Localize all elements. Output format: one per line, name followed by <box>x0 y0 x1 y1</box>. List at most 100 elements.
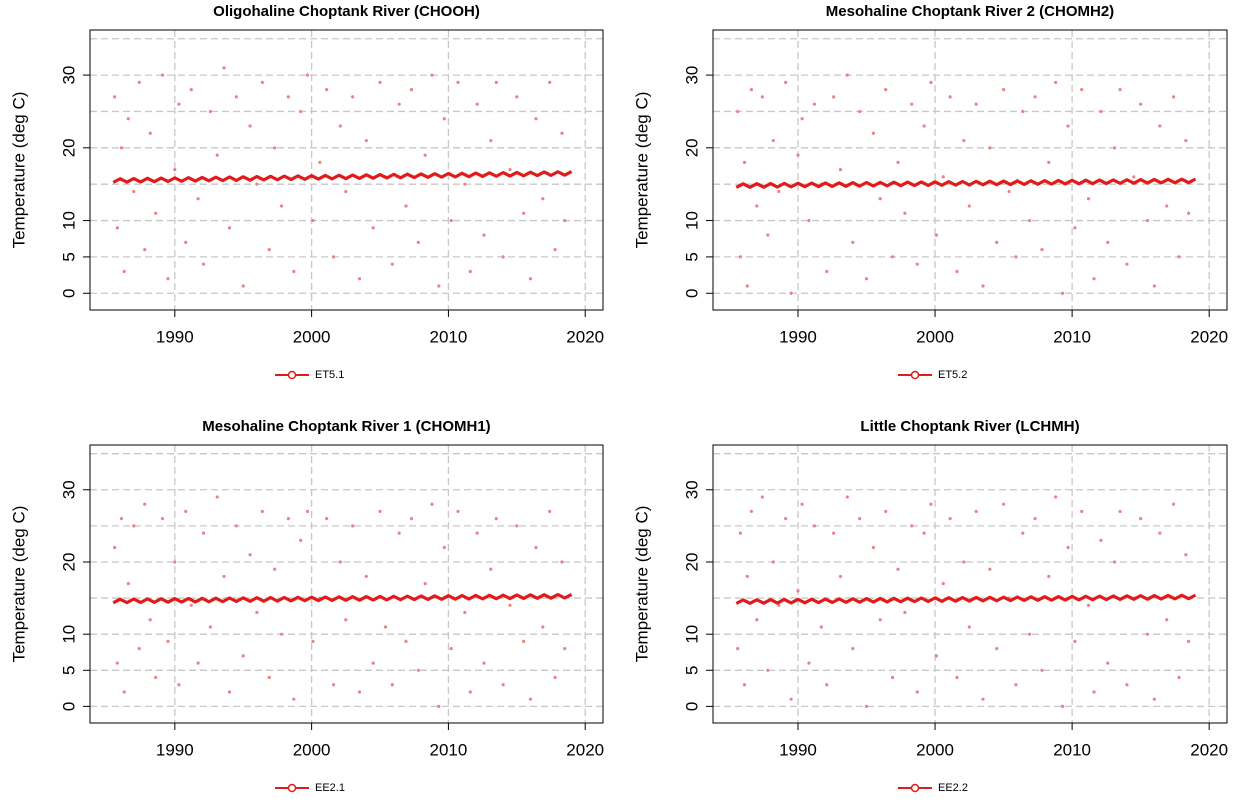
data-point <box>113 545 117 550</box>
y-tick-label: 30 <box>59 66 78 85</box>
data-point <box>1113 560 1117 564</box>
data-point <box>325 88 329 92</box>
data-point <box>292 697 296 701</box>
data-point <box>1060 704 1065 708</box>
data-point <box>404 204 408 208</box>
y-axis-label: Temperature (deg C) <box>632 92 651 249</box>
data-point <box>173 560 177 564</box>
data-point <box>371 226 375 230</box>
data-point <box>215 495 219 499</box>
data-point <box>929 502 933 506</box>
data-point <box>489 567 493 571</box>
data-point <box>189 88 193 92</box>
data-point <box>1086 603 1091 607</box>
data-point <box>845 495 849 499</box>
data-point <box>1132 175 1136 179</box>
data-point <box>871 545 875 550</box>
data-point <box>1047 160 1051 164</box>
data-point <box>1118 509 1122 514</box>
data-point <box>351 95 355 99</box>
data-point <box>132 189 136 194</box>
data-point <box>1066 545 1070 550</box>
y-tick-label: 30 <box>682 480 701 499</box>
data-point <box>745 574 749 579</box>
data-point <box>222 66 226 70</box>
data-point <box>934 233 939 237</box>
data-point <box>766 233 770 237</box>
data-point <box>955 675 959 680</box>
data-point <box>508 603 512 607</box>
y-tick-label: 20 <box>59 553 78 572</box>
y-tick-label: 0 <box>682 702 701 711</box>
data-point <box>397 531 401 535</box>
data-point <box>475 102 479 106</box>
data-point <box>1125 683 1129 687</box>
data-point <box>201 262 206 266</box>
data-point <box>749 88 753 92</box>
data-point <box>738 255 743 259</box>
y-tick-label: 5 <box>682 666 701 675</box>
data-point <box>771 560 775 564</box>
data-point <box>1187 639 1191 644</box>
data-point <box>825 683 829 687</box>
data-point <box>878 197 882 201</box>
data-point <box>995 240 999 244</box>
data-point <box>404 639 408 644</box>
data-point <box>851 647 855 651</box>
y-tick-label: 30 <box>59 480 78 499</box>
y-tick-label: 10 <box>59 625 78 644</box>
data-point <box>260 80 264 84</box>
data-point <box>160 517 165 521</box>
y-tick-label: 10 <box>682 625 701 644</box>
data-point <box>338 560 342 564</box>
data-point <box>416 668 420 672</box>
data-point <box>299 109 303 114</box>
data-point <box>390 683 394 687</box>
data-point <box>305 73 310 77</box>
data-point <box>397 102 401 106</box>
legend-marker <box>910 783 920 793</box>
data-point <box>1073 226 1077 230</box>
data-point <box>1033 517 1037 521</box>
data-point <box>267 248 271 252</box>
data-point <box>548 80 552 84</box>
data-point <box>501 255 505 259</box>
data-point <box>430 502 434 506</box>
data-point <box>742 160 747 164</box>
panel-title: Oligohaline Choptank River (CHOOH) <box>213 3 480 20</box>
data-point <box>878 618 882 622</box>
data-point <box>501 683 505 687</box>
data-point <box>1165 204 1169 208</box>
data-point <box>1033 95 1037 99</box>
x-tick-label: 2020 <box>1190 327 1228 346</box>
data-point <box>771 138 775 143</box>
legend-label: EE2.2 <box>938 782 968 794</box>
data-point <box>148 131 152 135</box>
data-point <box>119 146 124 150</box>
y-tick-label: 0 <box>59 702 78 711</box>
data-point <box>903 211 907 215</box>
data-point <box>325 517 329 521</box>
panel-title: Mesohaline Choptank River 1 (CHOMH1) <box>202 418 490 435</box>
data-point <box>1177 675 1181 680</box>
data-point <box>760 95 764 99</box>
data-point <box>248 553 252 557</box>
x-tick-label: 2020 <box>1190 740 1228 759</box>
data-point <box>508 168 512 172</box>
data-point <box>858 109 862 114</box>
data-point <box>299 538 303 542</box>
data-point <box>390 262 394 266</box>
data-point <box>941 175 945 179</box>
data-point <box>871 131 875 135</box>
data-point <box>364 574 368 579</box>
data-point <box>784 517 788 521</box>
data-point <box>742 683 747 687</box>
data-point <box>494 517 498 521</box>
data-point <box>522 211 526 215</box>
data-point <box>184 509 188 514</box>
data-point <box>1171 502 1176 506</box>
x-tick-label: 2000 <box>293 327 331 346</box>
data-point <box>378 509 382 514</box>
data-point <box>884 509 888 514</box>
data-point <box>1028 218 1032 223</box>
